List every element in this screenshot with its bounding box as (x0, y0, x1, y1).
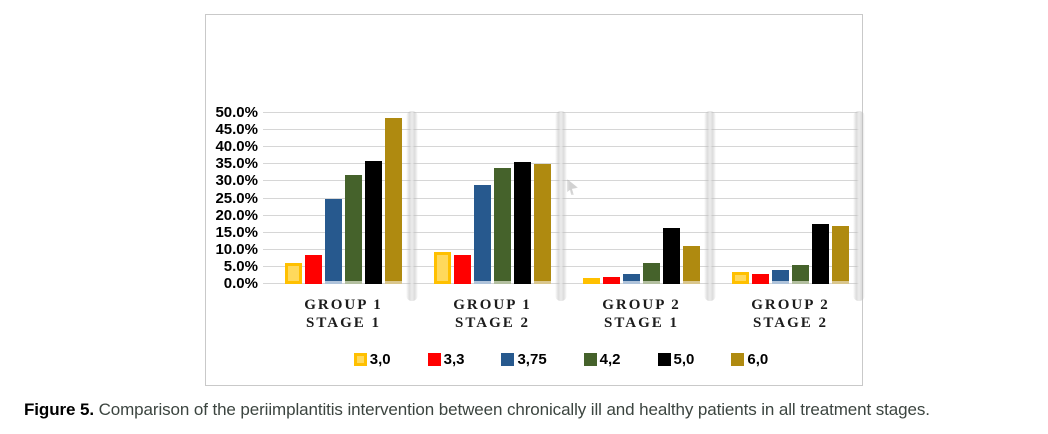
category-label-4: GROUP 2 STAGE 2 (751, 297, 830, 331)
y-tick-label: 40.0% (215, 138, 258, 156)
chart-panel: 0.0% 5.0% 10.0% 15.0% 20.0% 25.0% 30.0% 35.0% 40… (205, 14, 865, 386)
legend-swatch-icon (501, 353, 515, 366)
legend-item-4-2: 4,2 (583, 351, 621, 368)
category-label-3: GROUP 2 STAGE 1 (602, 297, 681, 331)
bar-6-0 (832, 225, 849, 284)
y-tick-label: 15.0% (215, 223, 258, 241)
bar-3-75 (325, 198, 342, 284)
y-tick-label: 50.0% (215, 104, 258, 121)
bar-6-0 (385, 118, 402, 284)
bar-4-2 (345, 174, 362, 284)
y-tick-label: 0.0% (223, 275, 258, 292)
pane-3 (561, 111, 716, 301)
legend-item-3-75: 3,75 (501, 351, 547, 368)
bar-3-75 (474, 184, 491, 284)
pane-separator (555, 111, 567, 301)
bar-3-0 (732, 272, 749, 284)
category-label-2: GROUP 1 STAGE 2 (453, 297, 532, 331)
y-tick-label: 35.0% (215, 155, 258, 173)
legend-swatch-icon (353, 353, 367, 366)
x-axis-labels: GROUP 1 STAGE 1 GROUP 1 STAGE 2 GROUP 2 STAGE… (263, 296, 859, 332)
legend-item-3-0: 3,0 (353, 351, 391, 368)
bar-5-0 (812, 224, 829, 284)
legend: 3,0 3,3 3,75 4,2 5,0 6,0 (263, 351, 859, 368)
bar-3-3 (305, 254, 322, 284)
legend-swatch-icon (731, 353, 745, 366)
legend-swatch-icon (583, 353, 597, 366)
bar-3-3 (603, 277, 620, 284)
category-label-1: GROUP 1 STAGE 1 (304, 297, 383, 331)
pane-separator (406, 111, 418, 301)
bar-3-0 (583, 278, 600, 284)
bar-5-0 (663, 227, 680, 284)
legend-item-5-0: 5,0 (657, 351, 695, 368)
y-tick-label: 45.0% (215, 121, 258, 139)
legend-label: 6,0 (747, 351, 769, 368)
pane-separator (853, 111, 865, 301)
y-tick-label: 30.0% (215, 172, 258, 190)
bar-3-75 (772, 270, 789, 284)
y-axis: 0.0% 5.0% 10.0% 15.0% 20.0% 25.0% 30.0% 35.0% 40… (206, 105, 260, 292)
bar-6-0 (534, 163, 551, 284)
bar-5-0 (365, 160, 382, 284)
figure-caption-text: Comparison of the periimplantitis interv… (98, 400, 930, 419)
plot-area (263, 111, 865, 301)
figure-caption-label: Figure 5. (24, 400, 94, 419)
legend-item-6-0: 6,0 (731, 351, 768, 368)
y-tick-label: 10.0% (215, 240, 258, 258)
bar-3-3 (752, 273, 769, 284)
cursor-artifact (567, 179, 578, 195)
legend-label: 3,0 (369, 351, 391, 368)
pane-separator (704, 111, 716, 301)
bar-4-2 (643, 263, 660, 284)
legend-swatch-icon (427, 353, 441, 366)
figure-caption: Figure 5. Comparison of the periimplanti… (24, 399, 1036, 420)
bar-3-75 (623, 273, 640, 284)
y-tick-label: 20.0% (215, 206, 258, 224)
bar-3-3 (454, 254, 471, 284)
y-tick-label: 25.0% (215, 189, 258, 207)
bar-6-0 (683, 246, 700, 284)
bar-5-0 (514, 161, 531, 284)
legend-label: 5,0 (673, 351, 695, 368)
bar-4-2 (494, 167, 511, 284)
y-tick-label: 5.0% (223, 257, 258, 275)
bar-4-2 (792, 265, 809, 284)
legend-label: 3,3 (443, 351, 465, 368)
legend-swatch-icon (657, 353, 671, 366)
bar-3-0 (434, 251, 451, 284)
legend-label: 3,75 (517, 351, 547, 368)
pane-1 (263, 111, 418, 301)
pane-2 (412, 111, 567, 301)
pane-4 (710, 111, 865, 301)
legend-item-3-3: 3,3 (427, 351, 465, 368)
bar-3-0 (285, 263, 302, 284)
panes (263, 111, 865, 301)
legend-label: 4,2 (599, 351, 621, 368)
